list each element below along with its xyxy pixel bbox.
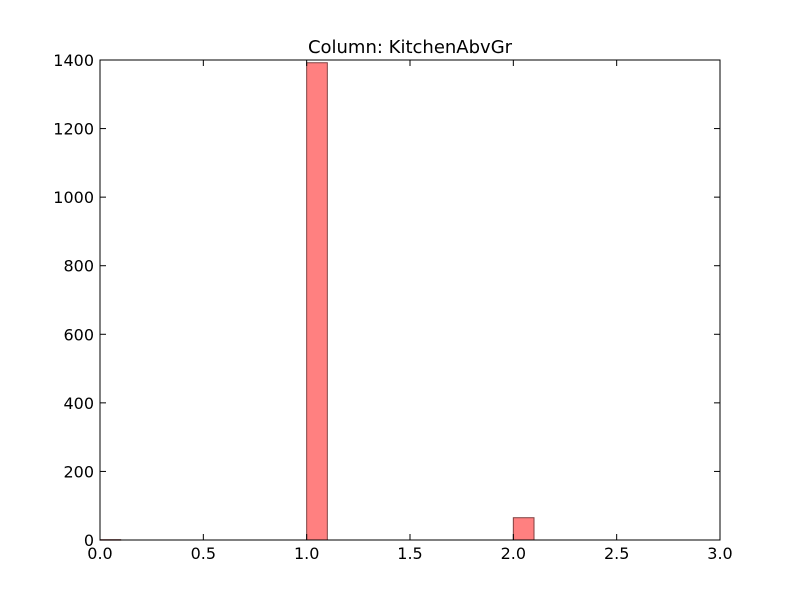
x-tick-label: 1.0 [294,544,319,563]
x-tick-label: 0.5 [191,544,216,563]
histogram-bar [512,517,535,541]
bars-group [99,62,535,541]
y-tick-label: 1400 [53,51,94,70]
y-tick-label: 800 [63,257,94,276]
y-tick-label: 1000 [53,188,94,207]
y-tick-label: 400 [63,394,94,413]
histogram-bar [306,62,328,541]
x-tick-label: 2.5 [604,544,629,563]
x-tick-label: 1.5 [397,544,422,563]
y-axis-tick-labels: 0 200 400 600 800 1000 1200 1400 [53,51,94,550]
x-tick-label: 0.0 [87,544,112,563]
y-tick-label: 0 [84,531,94,550]
plot-area-frame [99,59,721,541]
y-tick-label: 1200 [53,120,94,139]
x-tick-label: 2.0 [501,544,526,563]
axis-ticks-group [99,59,721,541]
x-axis-tick-labels: 0.0 0.5 1.0 1.5 2.0 2.5 3.0 [87,544,732,563]
y-tick-label: 200 [63,462,94,481]
y-tick-label: 600 [63,325,94,344]
chart-title: Column: KitchenAbvGr [308,37,513,58]
x-tick-label: 3.0 [707,544,732,563]
